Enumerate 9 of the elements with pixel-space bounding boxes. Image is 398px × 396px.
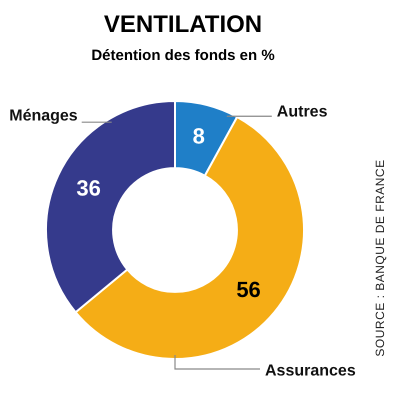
data-label: 36 bbox=[76, 175, 101, 200]
slice-label: Ménages bbox=[9, 108, 78, 125]
source-note: SOURCE : BANQUE DE FRANCE bbox=[373, 159, 387, 357]
data-label: 56 bbox=[236, 276, 261, 302]
slice-label: Assurances bbox=[265, 362, 356, 380]
slice-label: Autres bbox=[276, 104, 328, 121]
chart-subtitle: Détention des fonds en % bbox=[91, 47, 275, 64]
chart-title: VENTILATION bbox=[104, 11, 262, 38]
data-label: 8 bbox=[192, 124, 205, 149]
